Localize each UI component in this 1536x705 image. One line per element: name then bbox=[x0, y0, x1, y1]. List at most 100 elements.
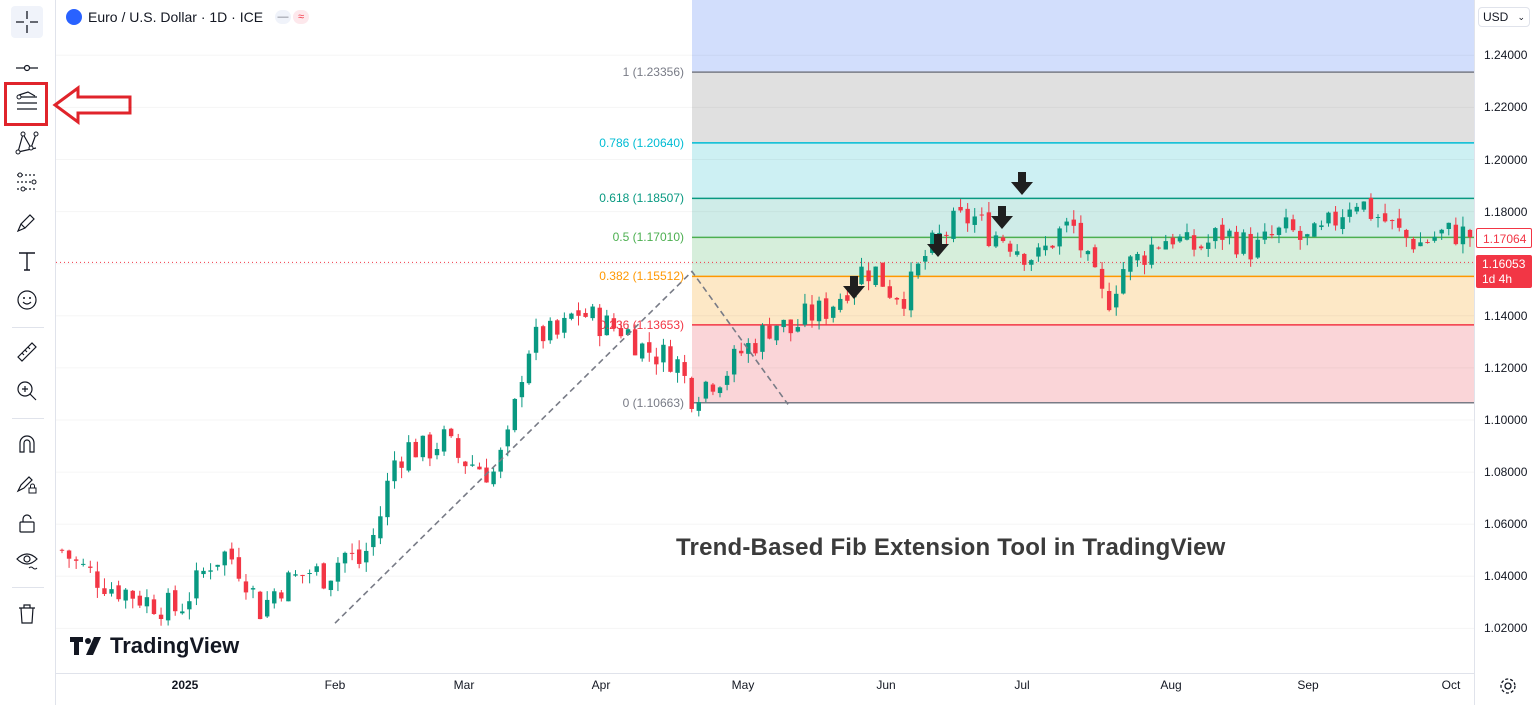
candle-body bbox=[1135, 253, 1140, 261]
candle-body bbox=[1029, 260, 1034, 265]
candle-body bbox=[1014, 251, 1020, 255]
candle-body bbox=[1128, 256, 1133, 272]
candle-body bbox=[116, 585, 121, 600]
candle-body bbox=[243, 581, 249, 593]
candle-body bbox=[201, 570, 206, 575]
current-price-badge: 1.17064 bbox=[1476, 228, 1532, 248]
candle-body bbox=[1432, 236, 1437, 241]
brush-icon[interactable] bbox=[11, 206, 43, 238]
symbol-header[interactable]: Euro / U.S. Dollar · 1D · ICE — ≈ bbox=[66, 7, 310, 27]
down-arrow-icon bbox=[1011, 172, 1033, 195]
candle-body bbox=[760, 325, 765, 352]
candle-body bbox=[279, 592, 284, 599]
price-tick: 1.06000 bbox=[1484, 517, 1528, 532]
candle-body bbox=[328, 580, 334, 591]
candle-body bbox=[173, 590, 178, 612]
ruler-icon[interactable] bbox=[11, 336, 43, 368]
patterns-icon[interactable] bbox=[11, 127, 43, 159]
fib-tool-highlight-box bbox=[4, 82, 48, 126]
candle-body bbox=[1283, 217, 1289, 229]
candle-body bbox=[724, 375, 730, 385]
eye-icon[interactable] bbox=[11, 544, 43, 576]
fib-zone bbox=[692, 72, 1474, 143]
price-tick: 1.04000 bbox=[1484, 569, 1528, 584]
candle-body bbox=[717, 387, 723, 394]
candle-body bbox=[809, 304, 815, 321]
candle-body bbox=[165, 592, 171, 621]
trend-line-icon[interactable] bbox=[11, 48, 43, 80]
status-pill: ≈ bbox=[293, 10, 310, 24]
candle-body bbox=[710, 384, 716, 392]
candle-body bbox=[151, 599, 157, 615]
candle-body bbox=[123, 589, 128, 601]
candle-body bbox=[342, 552, 348, 564]
annotation-arrow-icon bbox=[52, 85, 132, 125]
candle-body bbox=[1092, 247, 1098, 268]
toolbar-divider bbox=[12, 327, 44, 328]
tradingview-logo[interactable]: TradingView bbox=[70, 633, 239, 659]
crosshair-icon[interactable] bbox=[11, 6, 43, 38]
emoji-icon[interactable] bbox=[11, 284, 43, 316]
price-axis[interactable]: 1.240001.220001.200001.180001.160001.140… bbox=[1474, 0, 1536, 705]
candle-body bbox=[618, 328, 624, 337]
zoom-in-icon[interactable] bbox=[11, 375, 43, 407]
candle-body bbox=[1191, 235, 1197, 250]
price-tick: 1.08000 bbox=[1484, 465, 1528, 480]
last-price-value: 1.16053 bbox=[1482, 257, 1526, 271]
candle-body bbox=[371, 534, 376, 548]
candle-body bbox=[505, 429, 510, 447]
lock-drawing-icon[interactable] bbox=[11, 468, 43, 500]
status-pill: — bbox=[275, 10, 292, 24]
price-tick: 1.10000 bbox=[1484, 413, 1528, 427]
currency-select[interactable]: USD ⌄ bbox=[1478, 7, 1530, 27]
chart-pane[interactable] bbox=[56, 0, 1474, 673]
candle-body bbox=[1099, 268, 1105, 289]
candle-body bbox=[654, 356, 659, 365]
trash-icon[interactable] bbox=[11, 598, 43, 630]
candle-body bbox=[1262, 231, 1268, 240]
settings-gear-icon[interactable] bbox=[1496, 674, 1520, 698]
candle-body bbox=[647, 342, 652, 353]
candle-body bbox=[1057, 228, 1062, 247]
candle-body bbox=[802, 303, 808, 325]
candle-body bbox=[1276, 227, 1282, 235]
candle-body bbox=[1114, 293, 1119, 308]
fib-extension-icon[interactable] bbox=[11, 86, 43, 118]
candle-body bbox=[753, 343, 758, 354]
candle-body bbox=[1368, 197, 1374, 219]
candle-body bbox=[604, 315, 610, 336]
candle-body bbox=[576, 310, 581, 316]
candle-body bbox=[548, 320, 553, 341]
candle-body bbox=[88, 566, 93, 568]
candle-body bbox=[965, 208, 970, 224]
candle-body bbox=[533, 326, 539, 353]
candle-body bbox=[1418, 242, 1423, 247]
unlock-icon[interactable] bbox=[11, 507, 43, 539]
candle-body bbox=[187, 601, 192, 610]
time-axis[interactable]: 2025 Feb Mar Apr May Jun Jul Aug Sep Oct bbox=[56, 673, 1474, 705]
projection-icon[interactable] bbox=[11, 166, 43, 198]
candle-body bbox=[1050, 245, 1055, 248]
candle-body bbox=[1106, 290, 1112, 311]
magnet-icon[interactable] bbox=[11, 428, 43, 460]
text-icon[interactable] bbox=[11, 245, 43, 277]
candle-body bbox=[73, 559, 79, 561]
candle-body bbox=[1007, 243, 1013, 252]
candle-body bbox=[1397, 218, 1402, 228]
candle-body bbox=[894, 297, 900, 300]
candle-body bbox=[937, 232, 942, 235]
bar-countdown: 1d 4h bbox=[1482, 272, 1513, 286]
candle-body bbox=[272, 591, 277, 604]
candle-body bbox=[1354, 206, 1359, 212]
chart-canvas[interactable] bbox=[56, 0, 1474, 673]
candle-body bbox=[1085, 251, 1091, 255]
candle-body bbox=[1326, 212, 1331, 224]
chart-annotation-title: Trend-Based Fib Extension Tool in Tradin… bbox=[676, 534, 1226, 561]
status-pills: — ≈ bbox=[275, 10, 310, 24]
time-tick: 2025 bbox=[171, 678, 199, 692]
candle-body bbox=[1022, 253, 1027, 265]
candle-body bbox=[689, 377, 694, 409]
candle-body bbox=[264, 599, 270, 617]
price-tick: 1.18000 bbox=[1484, 204, 1528, 219]
candle-body bbox=[1248, 233, 1253, 260]
